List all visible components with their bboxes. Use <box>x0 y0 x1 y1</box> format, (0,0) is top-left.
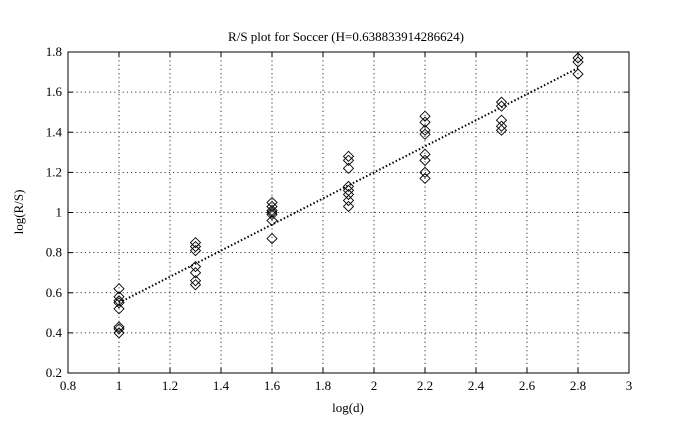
chart-title: R/S plot for Soccer (H=0.638833914286624… <box>228 29 464 44</box>
data-point-diamond <box>189 236 202 249</box>
data-points <box>113 52 584 339</box>
data-point-diamond <box>495 96 508 108</box>
data-point-diamond <box>419 172 431 185</box>
x-tick-label: 1.4 <box>213 378 230 393</box>
y-tick-label: 1.6 <box>46 84 63 99</box>
x-axis-label: log(d) <box>332 400 364 415</box>
x-tick-label: 1.8 <box>315 378 331 393</box>
data-point-diamond <box>113 297 125 309</box>
x-tick-label: 0.8 <box>60 378 76 393</box>
data-point-diamond <box>572 68 584 80</box>
y-tick-label: 0.6 <box>46 285 63 300</box>
data-point-diamond <box>189 261 202 273</box>
data-point-diamond <box>342 154 355 166</box>
data-point-diamond <box>495 114 508 126</box>
data-point-diamond <box>572 56 584 68</box>
data-point-diamond <box>342 200 355 213</box>
y-tick-label: 0.2 <box>46 365 62 380</box>
data-point-diamond <box>572 52 584 64</box>
data-point-diamond <box>495 124 508 136</box>
data-point-diamond <box>189 240 202 253</box>
x-tick-label: 1 <box>116 378 123 393</box>
y-tick-label: 1.8 <box>46 44 62 59</box>
data-point-diamond <box>419 148 431 160</box>
data-point-diamond <box>342 184 355 197</box>
y-axis-label: log(R/S) <box>11 190 26 235</box>
data-point-diamond <box>419 124 431 136</box>
data-point-diamond <box>419 128 431 140</box>
y-axis-ticks: 0.2 0.4 0.6 0.8 1 1.2 1.4 1.6 1.8 <box>46 44 629 380</box>
data-point-diamond <box>189 244 202 257</box>
data-point-diamond <box>113 327 125 339</box>
data-point-diamond <box>113 283 125 295</box>
y-tick-label: 0.8 <box>46 245 62 260</box>
data-point-diamond <box>495 100 508 112</box>
x-tick-label: 2.4 <box>468 378 485 393</box>
y-tick-label: 1.2 <box>46 164 62 179</box>
data-point-diamond <box>266 200 278 213</box>
x-axis-ticks: 0.8 1 1.2 1.4 1.6 1.8 2 2.2 2.4 2.6 2.8 3 <box>60 52 632 393</box>
data-point-diamond <box>342 180 355 193</box>
data-point-diamond <box>113 303 125 315</box>
data-point-diamond <box>342 194 355 207</box>
y-tick-label: 1.4 <box>46 124 63 139</box>
x-tick-label: 2.2 <box>417 378 433 393</box>
x-tick-label: 1.6 <box>264 378 281 393</box>
data-point-diamond <box>266 232 278 245</box>
y-tick-label: 0.4 <box>46 325 63 340</box>
data-point-diamond <box>189 267 202 279</box>
data-point-diamond <box>419 154 431 166</box>
data-point-diamond <box>342 188 355 201</box>
data-point-diamond <box>419 166 431 179</box>
data-point-diamond <box>266 208 278 221</box>
data-point-diamond <box>495 120 508 132</box>
data-point-diamond <box>113 323 125 335</box>
data-point-diamond <box>189 275 202 287</box>
data-point-diamond <box>419 116 431 128</box>
x-tick-label: 2 <box>371 378 378 393</box>
data-point-diamond <box>266 206 278 219</box>
grid-lines <box>68 52 629 373</box>
data-point-diamond <box>266 214 278 227</box>
data-point-diamond <box>189 279 202 291</box>
data-point-diamond <box>342 150 355 162</box>
data-point-diamond <box>113 291 125 303</box>
x-tick-label: 2.8 <box>570 378 586 393</box>
x-tick-label: 1.2 <box>162 378 178 393</box>
data-point-diamond <box>113 295 125 307</box>
data-point-diamond <box>419 110 431 122</box>
data-point-diamond <box>113 321 125 333</box>
x-tick-label: 2.6 <box>519 378 536 393</box>
data-point-diamond <box>342 162 355 174</box>
y-tick-label: 1 <box>56 205 63 220</box>
x-tick-label: 3 <box>626 378 633 393</box>
